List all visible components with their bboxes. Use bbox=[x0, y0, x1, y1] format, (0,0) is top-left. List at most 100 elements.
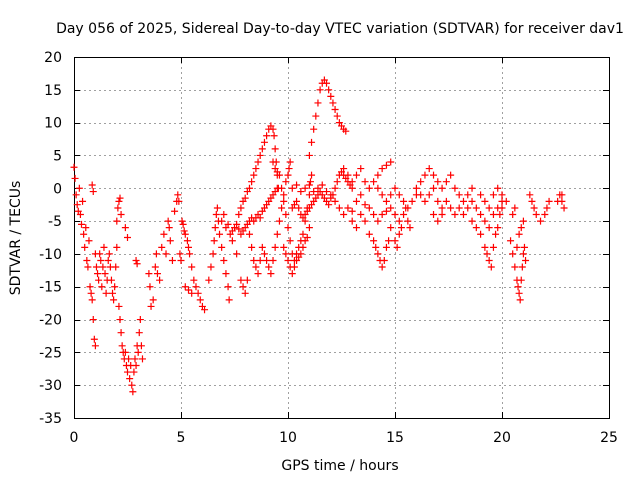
data-point bbox=[404, 204, 412, 212]
data-point bbox=[395, 191, 403, 199]
data-point bbox=[406, 224, 414, 232]
data-point bbox=[485, 224, 493, 232]
data-point bbox=[519, 217, 527, 225]
y-tick-label: -30 bbox=[39, 378, 62, 394]
data-point bbox=[84, 263, 92, 271]
data-point bbox=[391, 184, 399, 192]
data-point bbox=[305, 181, 313, 189]
data-point bbox=[280, 243, 288, 251]
data-point bbox=[178, 217, 186, 225]
data-point bbox=[134, 348, 142, 356]
data-point bbox=[82, 224, 90, 232]
data-point bbox=[507, 237, 515, 245]
data-point bbox=[481, 217, 489, 225]
data-point bbox=[459, 197, 467, 205]
data-point bbox=[545, 197, 553, 205]
data-point bbox=[124, 234, 131, 241]
data-point bbox=[70, 163, 78, 171]
data-point bbox=[327, 191, 335, 199]
data-point bbox=[115, 197, 123, 205]
data-point bbox=[183, 237, 191, 245]
data-point bbox=[181, 230, 189, 238]
data-point bbox=[518, 263, 526, 271]
data-point bbox=[489, 211, 497, 219]
data-point bbox=[340, 211, 348, 219]
data-point bbox=[239, 283, 247, 291]
data-point bbox=[303, 234, 311, 241]
data-point bbox=[235, 225, 243, 233]
data-point bbox=[280, 197, 288, 205]
data-point bbox=[282, 178, 290, 186]
data-point bbox=[517, 276, 525, 284]
data-point bbox=[331, 106, 339, 114]
data-point bbox=[111, 283, 119, 291]
data-point bbox=[374, 250, 382, 258]
data-point bbox=[387, 191, 395, 199]
data-point bbox=[361, 178, 369, 186]
data-point bbox=[92, 263, 100, 271]
data-point bbox=[370, 178, 378, 186]
data-point bbox=[218, 243, 226, 251]
data-point bbox=[295, 204, 303, 212]
grid bbox=[74, 57, 609, 418]
data-point bbox=[269, 158, 277, 166]
data-point bbox=[442, 178, 450, 186]
data-point bbox=[299, 243, 307, 251]
data-point bbox=[271, 243, 279, 251]
data-point bbox=[344, 171, 352, 179]
data-point bbox=[485, 256, 493, 264]
data-point bbox=[459, 211, 467, 219]
data-point bbox=[492, 230, 500, 238]
y-tick-label: 10 bbox=[44, 116, 62, 132]
data-point bbox=[451, 184, 459, 192]
data-point bbox=[455, 204, 463, 212]
data-point bbox=[79, 197, 87, 205]
data-point bbox=[365, 204, 373, 212]
data-point bbox=[250, 171, 258, 179]
data-point bbox=[301, 184, 309, 192]
data-point bbox=[400, 197, 408, 205]
data-point bbox=[146, 283, 154, 291]
data-point bbox=[270, 132, 278, 140]
data-point bbox=[293, 181, 301, 189]
data-point bbox=[211, 224, 219, 232]
data-point bbox=[233, 250, 241, 258]
data-point bbox=[425, 165, 433, 173]
data-point bbox=[284, 224, 292, 232]
data-point bbox=[526, 191, 534, 199]
data-point bbox=[329, 99, 337, 107]
data-point bbox=[357, 211, 365, 219]
data-point bbox=[188, 263, 196, 271]
data-point bbox=[113, 243, 121, 251]
data-point bbox=[327, 92, 335, 100]
data-point bbox=[99, 263, 107, 271]
data-point bbox=[395, 217, 403, 225]
data-point bbox=[116, 316, 124, 324]
data-point bbox=[310, 125, 318, 133]
x-tick-label: 15 bbox=[386, 430, 404, 446]
chart-title: Day 056 of 2025, Sidereal Day-to-day VTE… bbox=[56, 21, 624, 37]
data-point bbox=[374, 217, 382, 225]
data-point bbox=[342, 127, 350, 135]
data-point bbox=[382, 243, 390, 251]
data-point bbox=[190, 276, 198, 284]
data-point bbox=[132, 361, 140, 369]
data-point bbox=[86, 283, 94, 291]
data-point bbox=[451, 211, 459, 219]
data-point bbox=[162, 250, 170, 258]
data-point bbox=[166, 237, 174, 245]
data-point bbox=[325, 86, 333, 94]
data-point bbox=[331, 184, 339, 192]
data-point bbox=[188, 289, 196, 297]
x-tick-label: 10 bbox=[279, 430, 297, 446]
data-point bbox=[180, 227, 188, 235]
data-point bbox=[515, 289, 523, 297]
data-point bbox=[101, 270, 109, 278]
y-tick-labels: -35 -30 -25 -20 -15 -10 -5 0 5 10 15 20 bbox=[39, 50, 62, 427]
data-point bbox=[196, 296, 204, 304]
data-point bbox=[288, 184, 296, 192]
data-point bbox=[408, 197, 416, 205]
data-point bbox=[102, 289, 110, 297]
data-point bbox=[114, 204, 122, 212]
data-point bbox=[245, 184, 253, 192]
